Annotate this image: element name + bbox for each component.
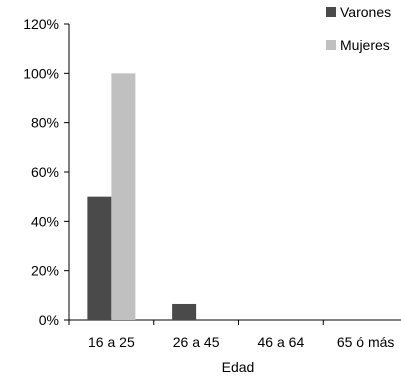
- bar-varones-2: [172, 303, 197, 320]
- y-tick-label: 120%: [23, 16, 59, 32]
- x-axis-title: Edad: [222, 359, 255, 375]
- y-axis: 0% 20% 40% 60% 80% 100% 120%: [23, 16, 70, 328]
- y-tick-label: 20%: [31, 263, 59, 279]
- y-tick-label: 100%: [23, 65, 59, 81]
- x-tick-label: 65 ó más: [337, 334, 395, 350]
- legend: Varones Mujeres: [326, 4, 391, 53]
- bars: [87, 73, 197, 320]
- x-tick-label: 16 a 25: [88, 334, 135, 350]
- y-tick-label: 40%: [31, 213, 59, 229]
- y-tick-label: 60%: [31, 164, 59, 180]
- legend-label-varones: Varones: [340, 4, 391, 20]
- x-tick-label: 46 a 64: [258, 334, 305, 350]
- bar-mujeres-1: [111, 73, 136, 320]
- legend-swatch-varones: [326, 7, 336, 17]
- legend-label-mujeres: Mujeres: [340, 37, 390, 53]
- y-tick-label: 80%: [31, 115, 59, 131]
- legend-swatch-mujeres: [326, 40, 336, 50]
- y-tick-label: 0%: [39, 312, 59, 328]
- bar-varones-1: [87, 196, 112, 320]
- x-tick-label: 26 a 45: [173, 334, 220, 350]
- x-axis: 16 a 25 26 a 45 46 a 64 65 ó más: [68, 319, 401, 350]
